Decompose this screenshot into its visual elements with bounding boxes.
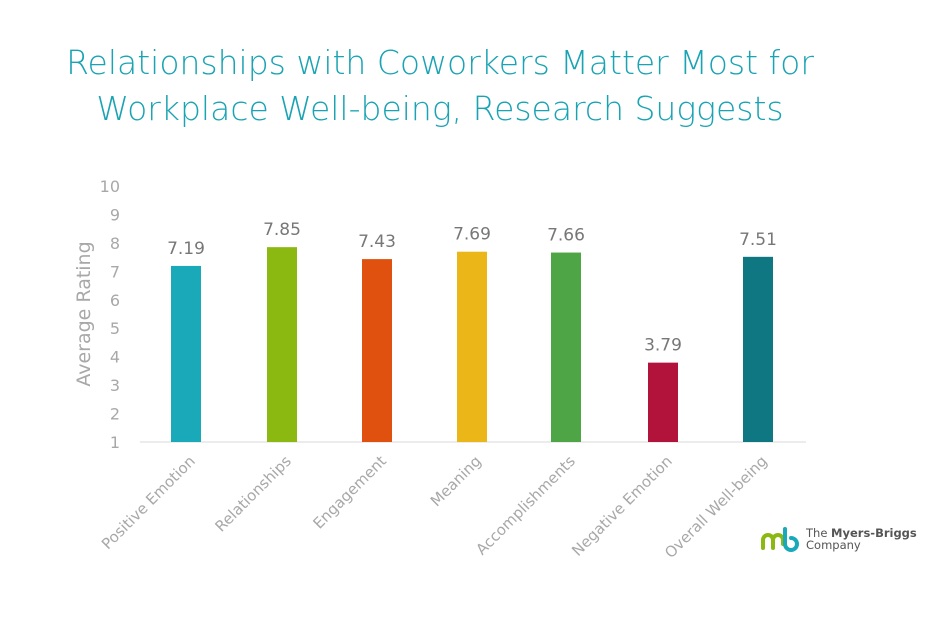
y-tick-label: 1 [110,433,120,452]
data-label: 7.85 [263,220,301,240]
y-tick-label: 6 [110,291,120,310]
data-label: 7.43 [358,232,396,252]
y-tick-label: 7 [110,262,120,281]
data-label: 7.69 [453,225,491,245]
x-tick-label: Overall Well-being [661,452,771,562]
bar [457,251,487,442]
data-label: 7.66 [547,226,585,246]
data-label: 3.79 [644,336,682,356]
y-tick-label: 9 [110,205,120,224]
bar [551,252,581,442]
x-tick-label: Positive Emotion [98,452,199,553]
title-line-2: Workplace Well-being, Research Suggests [96,89,784,128]
mb-logo-icon [761,527,799,552]
logo-myers-briggs: Myers-Briggs [831,526,917,540]
y-tick-label: 8 [110,234,120,253]
bar [362,259,392,442]
bar [648,362,678,442]
y-tick-label: 10 [100,177,120,196]
y-tick-label: 2 [110,405,120,424]
y-tick-label: 3 [110,376,120,395]
y-axis-label: Average Rating [73,241,95,386]
logo-the: The [806,526,832,540]
data-label: 7.19 [167,239,205,259]
bar [267,247,297,442]
logo-text: The Myers-Briggs Company [806,527,917,551]
logo-company: Company [806,538,861,552]
bar [743,256,773,442]
y-tick-label: 4 [110,348,120,367]
chart-title: Relationships with Coworkers Matter Most… [0,40,880,132]
title-line-1: Relationships with Coworkers Matter Most… [66,43,814,82]
x-tick-label: Relationships [211,452,294,535]
x-tick-label: Accomplishments [472,452,579,559]
data-label: 7.51 [739,230,777,250]
x-tick-label: Engagement [309,452,389,532]
y-tick-label: 5 [110,319,120,338]
x-tick-label: Meaning [427,452,485,510]
company-logo: The Myers-Briggs Company [760,526,917,552]
x-tick-label: Negative Emotion [568,452,676,560]
bar [171,265,201,442]
